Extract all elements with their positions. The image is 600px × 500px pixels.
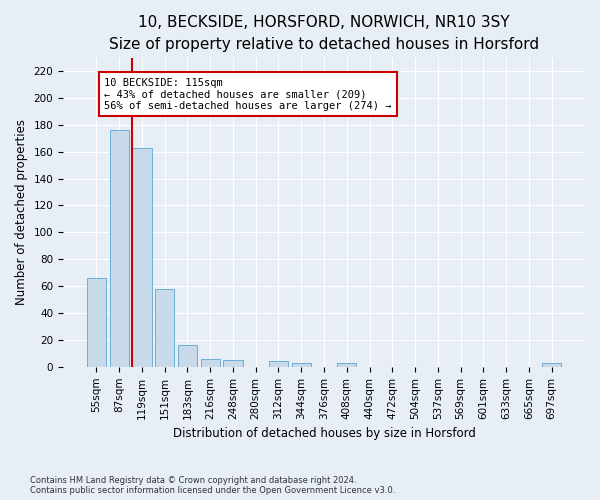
Y-axis label: Number of detached properties: Number of detached properties [15,119,28,305]
Bar [223,360,242,367]
Bar [155,289,175,367]
Bar [110,130,129,367]
Title: 10, BECKSIDE, HORSFORD, NORWICH, NR10 3SY
Size of property relative to detached : 10, BECKSIDE, HORSFORD, NORWICH, NR10 3S… [109,15,539,52]
Bar [337,363,356,367]
Bar [292,363,311,367]
Text: Contains HM Land Registry data © Crown copyright and database right 2024.
Contai: Contains HM Land Registry data © Crown c… [30,476,395,495]
X-axis label: Distribution of detached houses by size in Horsford: Distribution of detached houses by size … [173,427,475,440]
Bar [269,362,288,367]
Bar [200,359,220,367]
Bar [542,363,561,367]
Bar [132,148,152,367]
Bar [87,278,106,367]
Text: 10 BECKSIDE: 115sqm
← 43% of detached houses are smaller (209)
56% of semi-detac: 10 BECKSIDE: 115sqm ← 43% of detached ho… [104,78,392,111]
Bar [178,346,197,367]
